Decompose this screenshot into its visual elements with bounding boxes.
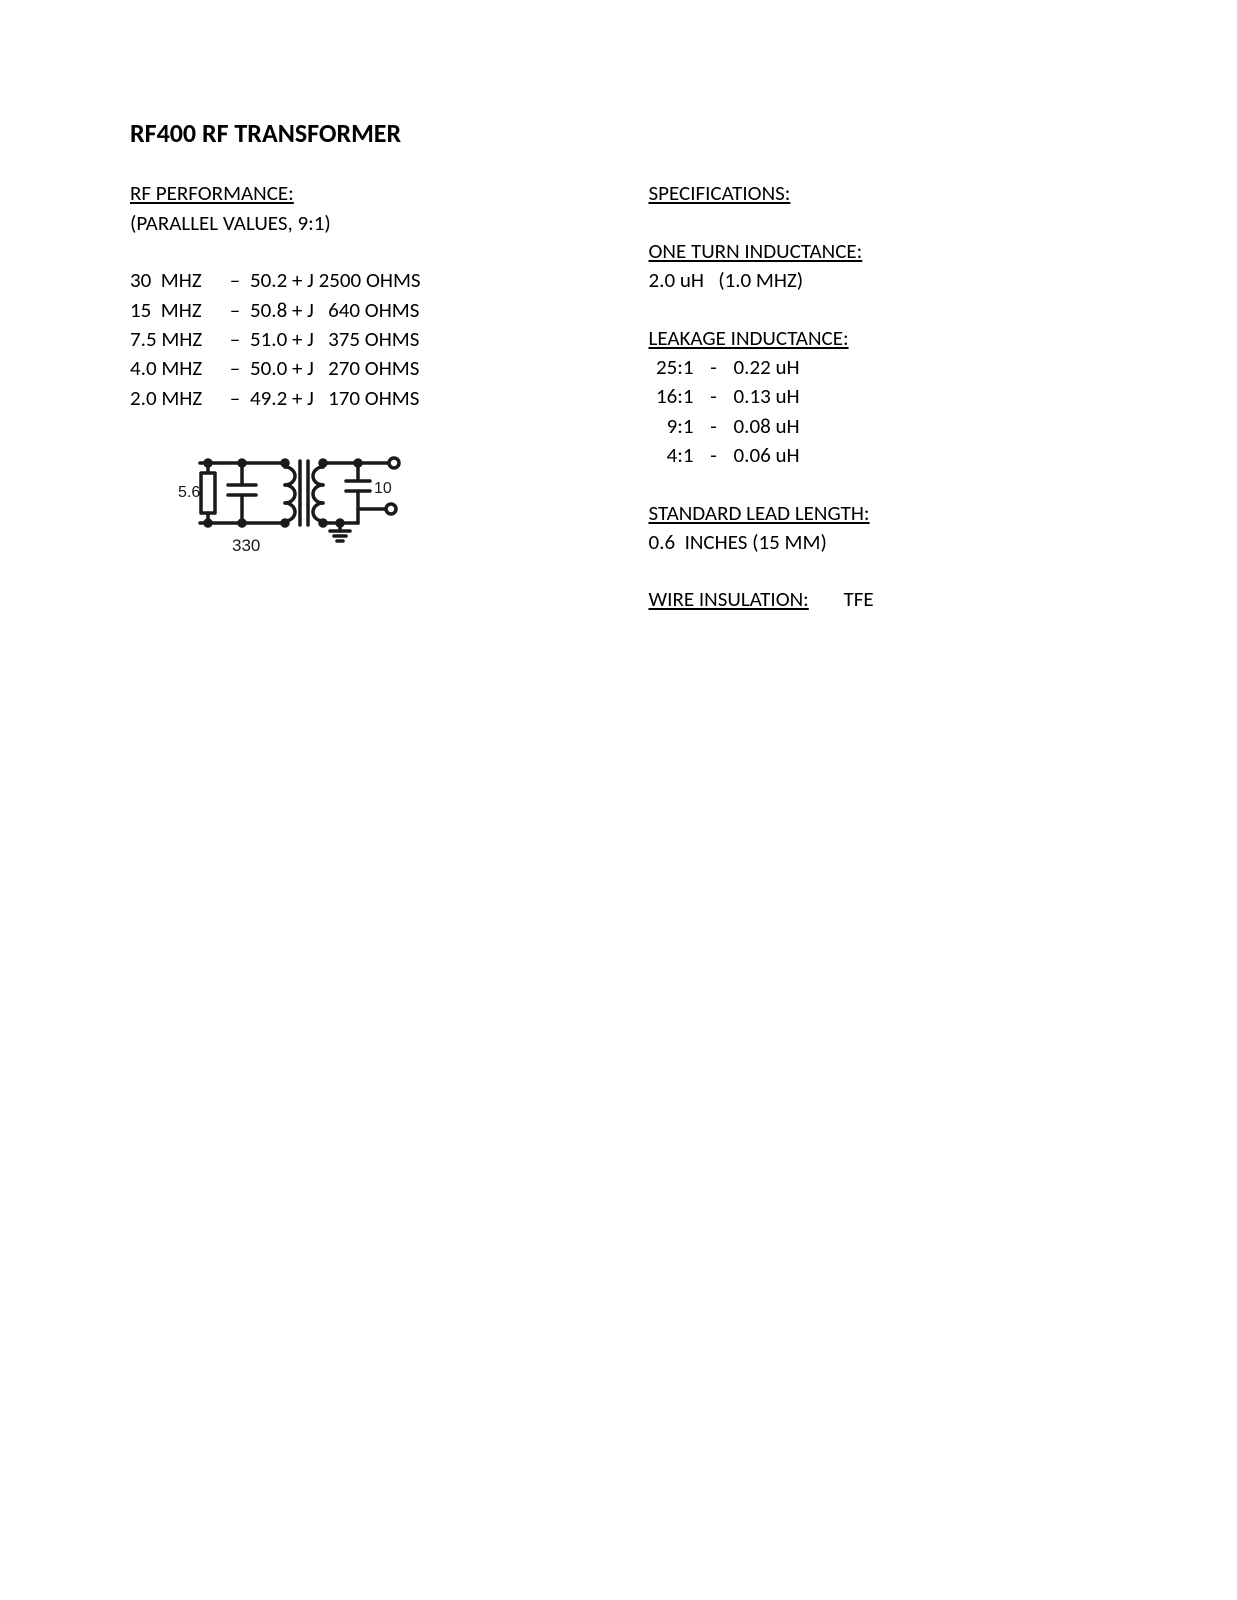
perf-val: 50.8 + J 640 OHMS (250, 296, 589, 325)
leak-row: 4:1 - 0.06 uH (649, 441, 1108, 470)
leak-row: 9:1 - 0.08 uH (649, 412, 1108, 441)
r-label: 5.6 (178, 484, 200, 501)
perf-freq: 15 MHZ (130, 296, 220, 325)
rf-performance-subheader: (PARALLEL VALUES, 9:1) (130, 209, 589, 238)
leak-ratio: 25:1 (649, 353, 694, 382)
leak-sep: - (694, 412, 734, 441)
perf-freq: 7.5 MHZ (130, 325, 220, 354)
perf-freq: 30 MHZ (130, 266, 220, 295)
leak-sep: - (694, 441, 734, 470)
perf-sep: – (220, 354, 250, 383)
lead-length-value: 0.6 INCHES (15 MM) (649, 528, 1108, 557)
leak-val: 0.08 uH (734, 412, 800, 441)
leak-val: 0.13 uH (734, 382, 800, 411)
perf-val: 49.2 + J 170 OHMS (250, 384, 589, 413)
lead-length-header: STANDARD LEAD LENGTH: (649, 499, 1108, 528)
leak-row: 25:1 - 0.22 uH (649, 353, 1108, 382)
perf-sep: – (220, 384, 250, 413)
c1-label: 330 (232, 536, 260, 555)
leak-val: 0.06 uH (734, 441, 800, 470)
rf-performance-header: RF PERFORMANCE: (130, 179, 589, 208)
perf-sep: – (220, 325, 250, 354)
perf-row: 2.0 MHZ – 49.2 + J 170 OHMS (130, 384, 589, 413)
leak-sep: - (694, 353, 734, 382)
perf-sep: – (220, 296, 250, 325)
perf-val: 51.0 + J 375 OHMS (250, 325, 589, 354)
right-column: SPECIFICATIONS: ONE TURN INDUCTANCE: 2.0… (649, 179, 1108, 642)
leak-sep: - (694, 382, 734, 411)
rf-performance-table: 30 MHZ – 50.2 + J 2500 OHMS 15 MHZ – 50.… (130, 266, 589, 413)
perf-row: 15 MHZ – 50.8 + J 640 OHMS (130, 296, 589, 325)
leak-ratio: 4:1 (649, 441, 694, 470)
leak-ratio: 9:1 (649, 412, 694, 441)
transformer-schematic-icon: 5.6 330 10 (160, 443, 589, 563)
c2-label: 10 (374, 480, 392, 497)
perf-row: 7.5 MHZ – 51.0 + J 375 OHMS (130, 325, 589, 354)
one-turn-header: ONE TURN INDUCTANCE: (649, 237, 1108, 266)
one-turn-value: 2.0 uH (1.0 MHZ) (649, 266, 1108, 295)
leakage-header: LEAKAGE INDUCTANCE: (649, 324, 1108, 353)
leak-ratio: 16:1 (649, 382, 694, 411)
leak-row: 16:1 - 0.13 uH (649, 382, 1108, 411)
perf-val: 50.0 + J 270 OHMS (250, 354, 589, 383)
left-column: RF PERFORMANCE: (PARALLEL VALUES, 9:1) 3… (130, 179, 589, 642)
page-title: RF400 RF TRANSFORMER (130, 115, 1107, 151)
perf-row: 4.0 MHZ – 50.0 + J 270 OHMS (130, 354, 589, 383)
specifications-header: SPECIFICATIONS: (649, 179, 1108, 208)
wire-insulation-value: TFE (844, 586, 874, 612)
wire-insulation-header: WIRE INSULATION: (649, 586, 809, 612)
leak-val: 0.22 uH (734, 353, 800, 382)
perf-row: 30 MHZ – 50.2 + J 2500 OHMS (130, 266, 589, 295)
perf-sep: – (220, 266, 250, 295)
perf-val: 50.2 + J 2500 OHMS (250, 266, 589, 295)
perf-freq: 2.0 MHZ (130, 384, 220, 413)
perf-freq: 4.0 MHZ (130, 354, 220, 383)
